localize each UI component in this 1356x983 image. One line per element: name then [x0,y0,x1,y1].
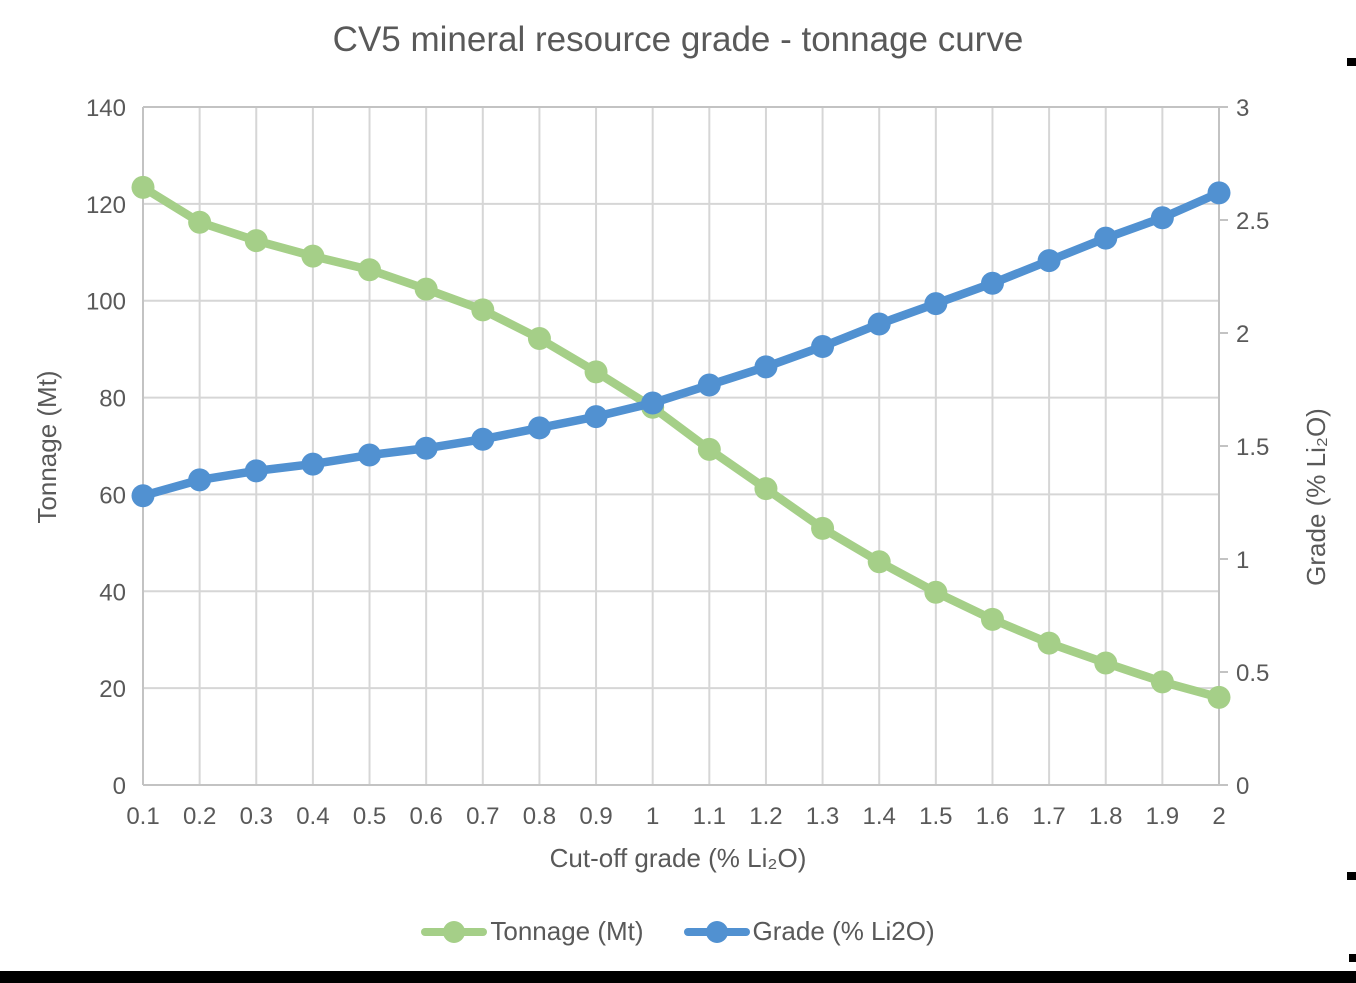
x-tick-label: 0.3 [240,803,273,830]
data-point-marker [924,292,948,316]
data-point-marker [1207,685,1231,709]
gridlines [142,106,1220,786]
tick-labels: 0 20 40 60 80 100 120 140 0 0.5 1 1.5 2 2.5 3 0.1 0.2 0.3… [86,95,1269,830]
axis-ticks [142,106,1228,786]
data-point-marker [414,277,438,301]
x-tick-label: 0.9 [579,803,612,830]
data-point-marker [244,459,268,483]
data-point-marker [527,326,551,350]
x-tick-label: 0.7 [466,803,499,830]
data-point-marker [527,416,551,440]
y-axis-title-left: Tonnage (Mt) [32,370,62,524]
data-point-marker [697,373,721,397]
data-point-marker [358,258,382,282]
x-tick-label: 1.1 [693,803,726,830]
chart-title: CV5 mineral resource grade - tonnage cur… [332,20,1024,59]
data-point-marker [188,468,212,492]
legend-label-tonnage: Tonnage (Mt) [490,916,644,946]
page-scan-edge-mark [1347,872,1356,880]
legend-item-grade: Grade (% Li2O) [683,916,935,947]
y-right-tick-label: 0 [1236,773,1249,800]
legend-label-grade: Grade (% Li2O) [752,916,935,946]
data-point-marker [301,244,325,268]
x-tick-label: 2 [1212,803,1225,830]
data-point-marker [131,175,155,199]
data-point-marker [188,210,212,234]
data-point-marker [1094,226,1118,250]
data-point-marker [471,298,495,322]
data-point-marker [641,391,665,415]
data-point-marker [1094,651,1118,675]
y-right-tick-label: 0.5 [1236,660,1269,687]
data-point-marker [471,427,495,451]
x-tick-label: 0.5 [353,803,386,830]
data-point-marker [584,360,608,384]
data-point-marker [811,335,835,359]
y-axis-title-right: Grade (% Li₂O) [1301,408,1331,586]
data-point-marker [811,516,835,540]
data-point-marker [301,452,325,476]
data-point-marker [1207,181,1231,205]
tonnage-series-marker-icon [421,920,488,943]
data-point-marker [754,477,778,501]
data-point-marker [980,271,1004,295]
x-tick-label: 1 [646,803,659,830]
y-left-tick-label: 40 [99,579,126,606]
data-point-marker [867,550,891,574]
x-tick-label: 1.2 [749,803,782,830]
page-scan-edge-mark [1349,954,1356,962]
y-left-tick-label: 0 [113,773,126,800]
data-point-marker [697,437,721,461]
legend-item-tonnage: Tonnage (Mt) [421,916,644,947]
x-tick-label: 1.5 [919,803,952,830]
series-line-grade [138,188,1224,500]
data-point-marker [924,580,948,604]
x-tick-label: 0.4 [296,803,329,830]
x-tick-label: 1.8 [1089,803,1122,830]
data-point-marker [980,607,1004,631]
x-tick-label: 1.4 [863,803,896,830]
data-point-marker [867,312,891,336]
page-scan-edge-mark [1347,58,1356,66]
y-right-tick-label: 1.5 [1236,434,1269,461]
grade-series-marker-icon [683,920,750,943]
y-right-tick-label: 2 [1236,321,1249,348]
x-tick-label: 0.1 [126,803,159,830]
y-right-tick-label: 3 [1236,95,1249,122]
x-tick-label: 1.9 [1146,803,1179,830]
chart-legend: Tonnage (Mt) Grade (% Li2O) [0,916,1356,947]
data-point-marker [1150,206,1174,230]
y-right-tick-label: 2.5 [1236,208,1269,235]
y-right-tick-label: 1 [1236,547,1249,574]
x-axis-title: Cut-off grade (% Li₂O) [549,843,807,873]
y-left-tick-label: 140 [86,95,126,122]
page-scan-bottom-bar [0,971,1356,983]
data-point-marker [1037,249,1061,273]
data-point-marker [358,443,382,467]
y-left-tick-label: 100 [86,289,126,316]
y-left-tick-label: 80 [99,386,126,413]
x-tick-label: 1.6 [976,803,1009,830]
y-left-tick-label: 60 [99,482,126,509]
y-left-tick-label: 120 [86,192,126,219]
x-tick-label: 0.6 [409,803,442,830]
x-tick-label: 1.3 [806,803,839,830]
data-point-marker [1150,670,1174,694]
y-left-tick-label: 20 [99,676,126,703]
data-point-marker [584,405,608,429]
data-point-marker [754,355,778,379]
data-point-marker [414,436,438,460]
data-point-marker [244,229,268,253]
data-point-marker [131,484,155,508]
x-tick-label: 0.8 [523,803,556,830]
x-tick-label: 0.2 [183,803,216,830]
data-point-marker [1037,631,1061,655]
data-series [131,175,1231,709]
x-tick-label: 1.7 [1032,803,1065,830]
